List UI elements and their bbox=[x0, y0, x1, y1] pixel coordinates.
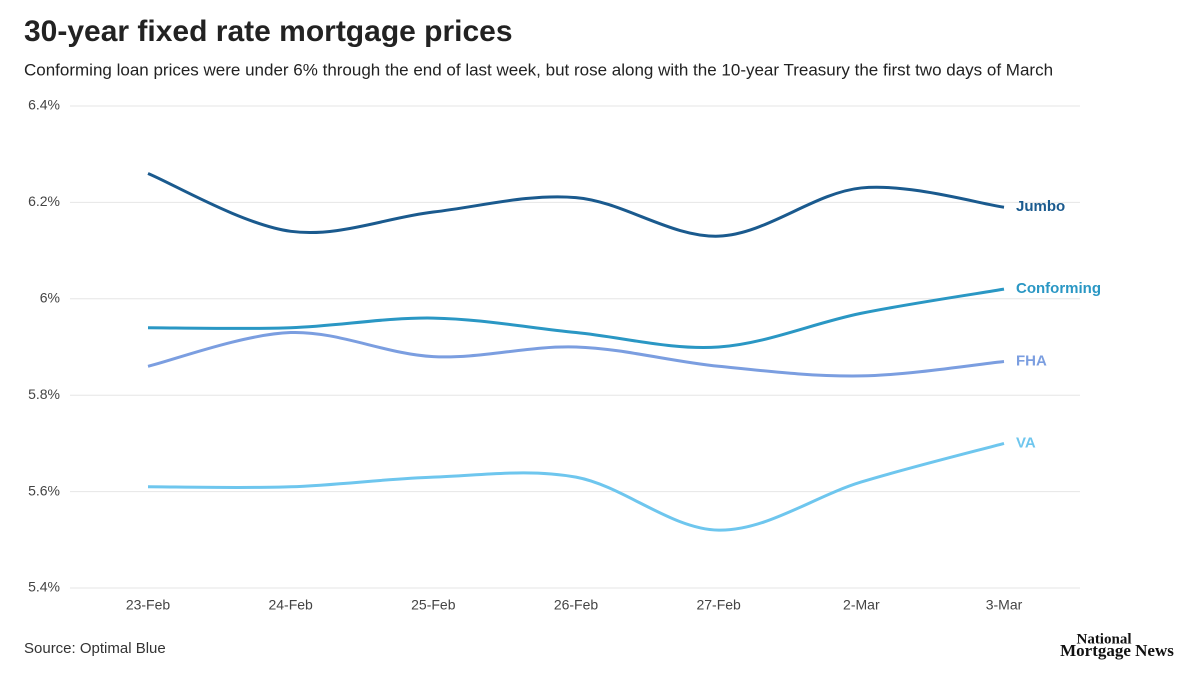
chart-title: 30-year fixed rate mortgage prices bbox=[24, 15, 513, 48]
y-tick-label: 6% bbox=[40, 290, 60, 306]
brand-bottom: Mortgage News bbox=[1060, 641, 1174, 660]
x-tick-label: 24-Feb bbox=[268, 597, 313, 613]
series-line bbox=[147, 441, 1005, 532]
chart-subtitle: Conforming loan prices were under 6% thr… bbox=[24, 60, 1053, 79]
series-line bbox=[147, 287, 1005, 349]
series-line bbox=[147, 331, 1005, 378]
y-tick-label: 5.6% bbox=[28, 482, 60, 498]
x-tick-label: 26-Feb bbox=[554, 597, 599, 613]
x-tick-label: 2-Mar bbox=[843, 597, 880, 613]
source: Source: Optimal Blue bbox=[24, 640, 166, 657]
y-tick-label: 5.4% bbox=[28, 579, 60, 595]
x-tick-label: 25-Feb bbox=[411, 597, 456, 613]
x-tick-label: 23-Feb bbox=[126, 597, 171, 613]
y-tick-label: 5.8% bbox=[28, 386, 60, 402]
legend-label: VA bbox=[1016, 434, 1036, 451]
brand-top: National bbox=[1076, 631, 1131, 647]
series-line bbox=[147, 172, 1005, 238]
legend-label: FHA bbox=[1016, 352, 1047, 369]
x-tick-label: 3-Mar bbox=[986, 597, 1023, 613]
legend-label: Jumbo bbox=[1016, 198, 1065, 215]
y-tick-label: 6.4% bbox=[28, 97, 60, 113]
legend-label: Conforming bbox=[1016, 280, 1101, 297]
x-tick-label: 27-Feb bbox=[696, 597, 741, 613]
y-tick-label: 6.2% bbox=[28, 193, 60, 209]
